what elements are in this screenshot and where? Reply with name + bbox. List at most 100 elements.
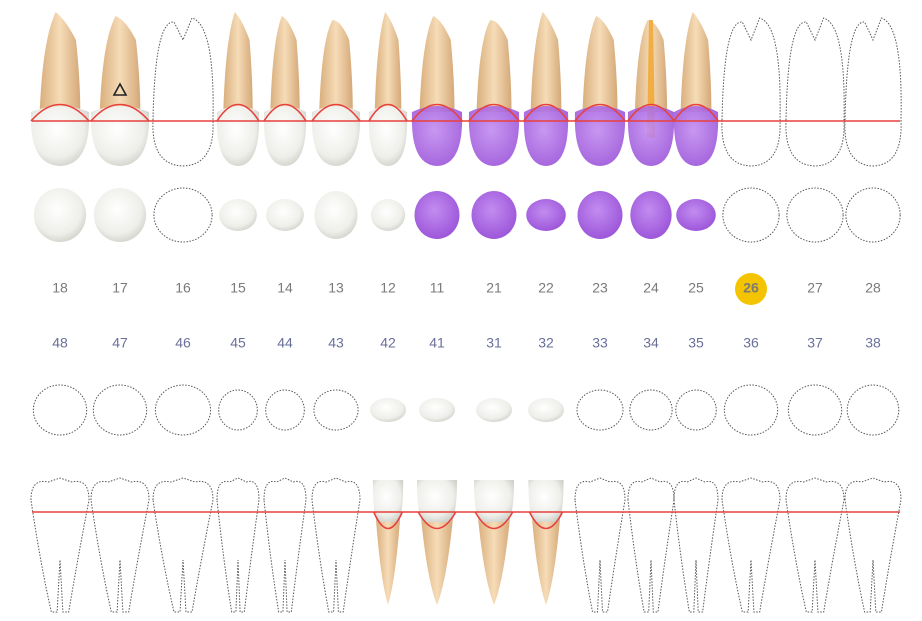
missing-tooth-outline — [845, 478, 901, 612]
occlusal-restoration — [472, 191, 517, 239]
teeth — [31, 12, 901, 612]
lower-tooth-number[interactable]: 33 — [592, 335, 608, 351]
missing-occlusal-outline — [266, 390, 305, 430]
lower-tooth-number[interactable]: 37 — [807, 335, 823, 351]
missing-tooth-outline — [575, 478, 625, 612]
upper-tooth-number[interactable]: 23 — [592, 280, 608, 296]
tooth-crown — [373, 480, 403, 522]
missing-occlusal-outline — [724, 385, 777, 435]
missing-occlusal-outline — [577, 390, 623, 430]
occlusal-surface — [419, 398, 455, 422]
missing-tooth-outline — [153, 18, 213, 166]
missing-occlusal-outline — [676, 390, 716, 430]
lower-tooth-number[interactable]: 44 — [277, 335, 293, 351]
upper-tooth-number[interactable]: 18 — [52, 280, 68, 296]
missing-tooth-outline — [722, 478, 780, 612]
upper-tooth-number[interactable]: 16 — [175, 280, 191, 296]
missing-tooth-outline — [722, 18, 780, 166]
upper-tooth-number[interactable]: 15 — [230, 280, 246, 296]
occlusal-restoration — [676, 199, 716, 231]
dental-chart: 18 48 17 47 16 46 15 45 14 44 13 43 12 42 11 41 21 31 22 32… — [0, 0, 922, 621]
upper-tooth-number[interactable]: 14 — [277, 280, 293, 296]
lower-tooth-number[interactable]: 34 — [643, 335, 659, 351]
missing-occlusal-outline — [154, 188, 212, 242]
lower-tooth-number[interactable]: 48 — [52, 335, 68, 351]
tooth-crown — [528, 480, 563, 522]
crown-restoration — [628, 106, 674, 166]
upper-tooth-number[interactable]: 28 — [865, 280, 881, 296]
missing-tooth-outline — [31, 478, 89, 612]
lower-tooth-number[interactable]: 47 — [112, 335, 128, 351]
upper-tooth-number[interactable]: 24 — [643, 280, 659, 296]
upper-tooth-number[interactable]: 17 — [112, 280, 128, 296]
missing-occlusal-outline — [155, 385, 210, 435]
tooth-crown — [91, 106, 149, 166]
occlusal-surface — [370, 398, 406, 422]
tooth-crown — [264, 106, 306, 166]
missing-occlusal-outline — [630, 390, 672, 430]
tooth-root — [223, 12, 252, 112]
tooth-crown — [31, 106, 89, 166]
missing-tooth-outline — [845, 18, 901, 166]
missing-occlusal-outline — [219, 390, 258, 430]
tooth-root — [270, 16, 299, 112]
lower-tooth-number[interactable]: 38 — [865, 335, 881, 351]
missing-occlusal-outline — [93, 385, 146, 435]
missing-occlusal-outline — [314, 390, 358, 430]
upper-tooth-number[interactable]: 27 — [807, 280, 823, 296]
tooth-crown — [369, 106, 407, 166]
missing-tooth-outline — [674, 478, 718, 612]
upper-tooth-number[interactable]: 21 — [486, 280, 502, 296]
tooth-crown — [474, 480, 514, 522]
lower-tooth-number[interactable]: 43 — [328, 335, 344, 351]
lower-tooth-number[interactable]: 46 — [175, 335, 191, 351]
crown-restoration — [469, 106, 519, 166]
missing-tooth-outline — [91, 478, 149, 612]
missing-tooth-outline — [153, 478, 213, 612]
tooth-root — [531, 12, 562, 112]
occlusal-restoration — [630, 191, 671, 239]
tooth-root — [583, 16, 618, 112]
lower-tooth-number[interactable]: 41 — [429, 335, 445, 351]
tooth-numbers: 18 48 17 47 16 46 15 45 14 44 13 43 12 42 11 41 21 31 22 32… — [52, 273, 881, 351]
tooth-crown — [312, 106, 360, 166]
occlusal-surface — [314, 191, 357, 239]
occlusal-surface — [528, 398, 564, 422]
upper-tooth-number[interactable]: 22 — [538, 280, 554, 296]
missing-occlusal-outline — [847, 385, 899, 435]
occlusal-surface — [476, 398, 512, 422]
tooth-root — [40, 12, 81, 112]
occlusal-surface — [34, 188, 86, 242]
upper-tooth-number[interactable]: 26 — [743, 280, 759, 296]
occlusal-surface — [94, 188, 146, 242]
missing-tooth-outline — [628, 478, 674, 612]
tooth-crown — [417, 480, 457, 522]
lower-tooth-number[interactable]: 31 — [486, 335, 502, 351]
missing-occlusal-outline — [787, 188, 843, 242]
lower-tooth-number[interactable]: 35 — [688, 335, 704, 351]
tooth-crown — [217, 106, 259, 166]
missing-tooth-outline — [217, 478, 259, 612]
missing-tooth-outline — [312, 478, 360, 612]
upper-tooth-number[interactable]: 13 — [328, 280, 344, 296]
tooth-root — [681, 12, 712, 112]
missing-occlusal-outline — [846, 188, 900, 242]
missing-occlusal-outline — [788, 385, 841, 435]
lower-tooth-number[interactable]: 36 — [743, 335, 759, 351]
occlusal-surface — [266, 199, 304, 231]
tooth-root — [420, 16, 455, 112]
lower-tooth-number[interactable]: 42 — [380, 335, 396, 351]
upper-tooth-number[interactable]: 25 — [688, 280, 704, 296]
missing-occlusal-outline — [33, 385, 86, 435]
lower-tooth-number[interactable]: 32 — [538, 335, 554, 351]
tooth-root — [319, 20, 353, 112]
occlusal-restoration — [415, 191, 460, 239]
missing-tooth-outline — [786, 478, 844, 612]
missing-tooth-outline — [264, 478, 306, 612]
upper-tooth-number[interactable]: 12 — [380, 280, 396, 296]
lower-tooth-number[interactable]: 45 — [230, 335, 246, 351]
crown-restoration — [412, 106, 462, 166]
upper-tooth-number[interactable]: 11 — [430, 280, 445, 296]
missing-occlusal-outline — [723, 188, 779, 242]
tooth-root — [100, 16, 141, 112]
